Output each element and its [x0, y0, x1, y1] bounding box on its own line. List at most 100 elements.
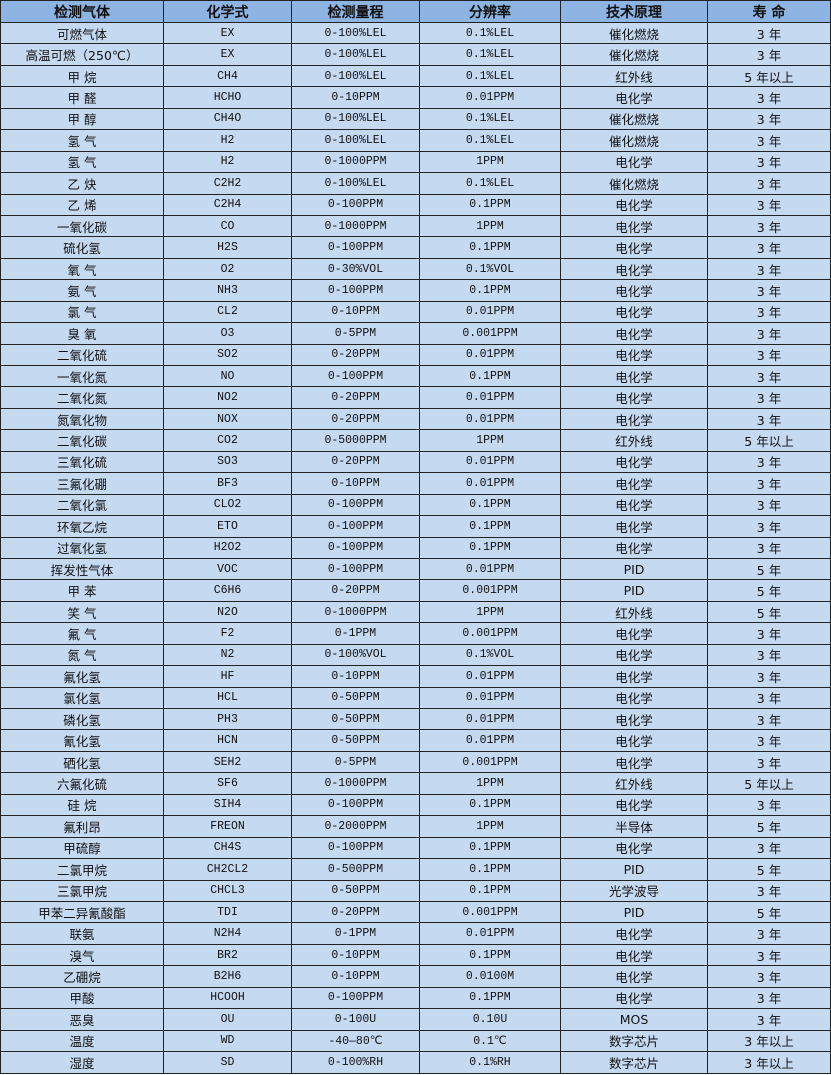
resolution-cell: 0.1PPM [419, 986, 561, 1010]
principle-cell: 电化学 [560, 729, 708, 752]
lifetime-cell: 3 年 [707, 729, 831, 752]
gas-name-cell: 氰化氢 [0, 729, 164, 752]
lifetime-cell: 5 年以上 [707, 429, 831, 452]
table-row: 臭 氧 O3 0-5PPM 0.001PPM 电化学 3 年 [0, 322, 831, 345]
header-principle: 技术原理 [560, 0, 708, 23]
table-row: 可燃气体 EX 0-100%LEL 0.1%LEL 催化燃烧 3 年 [0, 21, 831, 45]
principle-cell: 电化学 [560, 665, 708, 688]
resolution-cell: 0.001PPM [419, 750, 561, 774]
gas-name-cell: 二氧化氮 [0, 386, 164, 409]
lifetime-cell: 3 年 [707, 236, 831, 259]
gas-name-cell: 可燃气体 [0, 21, 164, 45]
range-cell: 0-10PPM [291, 472, 420, 495]
resolution-cell: 0.1PPM [419, 793, 561, 817]
table-row: 挥发性气体 VOC 0-100PPM 0.01PPM PID 5 年 [0, 557, 831, 581]
table-row: 甲 醛 HCHO 0-10PPM 0.01PPM 电化学 3 年 [0, 86, 831, 109]
range-cell: 0-30%VOL [291, 257, 420, 281]
resolution-cell: 0.01PPM [419, 343, 561, 367]
range-cell: 0-100PPM [291, 279, 420, 302]
gas-name-cell: 二氯甲烷 [0, 858, 164, 881]
range-cell: 0-5PPM [291, 322, 420, 345]
resolution-cell: 0.1%VOL [419, 643, 561, 667]
lifetime-cell: 3 年 [707, 21, 831, 45]
table-row: 笑 气 N2O 0-1000PPM 1PPM 红外线 5 年 [0, 600, 831, 624]
formula-cell: EX [163, 43, 292, 66]
lifetime-cell: 5 年 [707, 600, 831, 624]
principle-cell: 电化学 [560, 943, 708, 967]
range-cell: 0-10PPM [291, 300, 420, 324]
formula-cell: SIH4 [163, 793, 292, 817]
range-cell: 0-100U [291, 1008, 420, 1031]
lifetime-cell: 5 年 [707, 557, 831, 581]
gas-name-cell: 过氧化氢 [0, 536, 164, 559]
table-row: 二氧化碳 CO2 0-5000PPM 1PPM 红外线 5 年以上 [0, 429, 831, 452]
range-cell: 0-20PPM [291, 343, 420, 367]
lifetime-cell: 3 年 [707, 257, 831, 281]
gas-name-cell: 甲 醛 [0, 86, 164, 109]
formula-cell: HCN [163, 729, 292, 752]
table-row: 温度 WD -40—80℃ 0.1℃ 数字芯片 3 年以上 [0, 1029, 831, 1053]
lifetime-cell: 3 年 [707, 515, 831, 538]
resolution-cell: 0.1%LEL [419, 64, 561, 88]
resolution-cell: 0.01PPM [419, 472, 561, 495]
principle-cell: 电化学 [560, 322, 708, 345]
gas-name-cell: 氟利昂 [0, 815, 164, 838]
gas-name-cell: 臭 氧 [0, 322, 164, 345]
range-cell: 0-100PPM [291, 536, 420, 559]
principle-cell: 电化学 [560, 922, 708, 945]
principle-cell: 电化学 [560, 236, 708, 259]
formula-cell: ETO [163, 515, 292, 538]
principle-cell: 电化学 [560, 965, 708, 988]
formula-cell: N2H4 [163, 922, 292, 945]
range-cell: 0-1000PPM [291, 150, 420, 174]
formula-cell: OU [163, 1008, 292, 1031]
range-cell: 0-100%LEL [291, 21, 420, 45]
table-row: 联氨 N2H4 0-1PPM 0.01PPM 电化学 3 年 [0, 922, 831, 945]
principle-cell: PID [560, 900, 708, 924]
resolution-cell: 0.1PPM [419, 279, 561, 302]
formula-cell: C6H6 [163, 579, 292, 602]
formula-cell: CO2 [163, 429, 292, 452]
formula-cell: O2 [163, 257, 292, 281]
principle-cell: 电化学 [560, 836, 708, 860]
resolution-cell: 0.01PPM [419, 557, 561, 581]
lifetime-cell: 3 年 [707, 493, 831, 517]
table-row: 甲 苯 C6H6 0-20PPM 0.001PPM PID 5 年 [0, 579, 831, 602]
principle-cell: 电化学 [560, 279, 708, 302]
table-row: 甲硫醇 CH4S 0-100PPM 0.1PPM 电化学 3 年 [0, 836, 831, 860]
range-cell: 0-1000PPM [291, 772, 420, 795]
resolution-cell: 0.1%LEL [419, 172, 561, 195]
formula-cell: CO [163, 214, 292, 238]
table-row: 二氧化氯 CLO2 0-100PPM 0.1PPM 电化学 3 年 [0, 493, 831, 517]
formula-cell: C2H2 [163, 172, 292, 195]
formula-cell: SEH2 [163, 750, 292, 774]
range-cell: 0-100%LEL [291, 129, 420, 152]
principle-cell: 催化燃烧 [560, 172, 708, 195]
gas-name-cell: 甲酸 [0, 986, 164, 1010]
formula-cell: B2H6 [163, 965, 292, 988]
resolution-cell: 0.1PPM [419, 858, 561, 881]
lifetime-cell: 3 年以上 [707, 1051, 831, 1074]
principle-cell: 电化学 [560, 86, 708, 109]
principle-cell: 电化学 [560, 686, 708, 710]
resolution-cell: 0.1PPM [419, 193, 561, 216]
gas-name-cell: 甲硫醇 [0, 836, 164, 860]
principle-cell: PID [560, 579, 708, 602]
resolution-cell: 0.01PPM [419, 686, 561, 710]
lifetime-cell: 3 年 [707, 643, 831, 667]
formula-cell: NH3 [163, 279, 292, 302]
range-cell: 0-100%LEL [291, 172, 420, 195]
lifetime-cell: 3 年 [707, 793, 831, 817]
table-row: 三氧化硫 SO3 0-20PPM 0.01PPM 电化学 3 年 [0, 450, 831, 474]
principle-cell: 电化学 [560, 493, 708, 517]
lifetime-cell: 5 年以上 [707, 64, 831, 88]
table-row: 乙硼烷 B2H6 0-10PPM 0.0100M 电化学 3 年 [0, 965, 831, 988]
formula-cell: SF6 [163, 772, 292, 795]
formula-cell: HCHO [163, 86, 292, 109]
lifetime-cell: 3 年 [707, 386, 831, 409]
principle-cell: 电化学 [560, 343, 708, 367]
formula-cell: CH2CL2 [163, 858, 292, 881]
table-row: 氨 气 NH3 0-100PPM 0.1PPM 电化学 3 年 [0, 279, 831, 302]
formula-cell: H2S [163, 236, 292, 259]
formula-cell: CL2 [163, 300, 292, 324]
